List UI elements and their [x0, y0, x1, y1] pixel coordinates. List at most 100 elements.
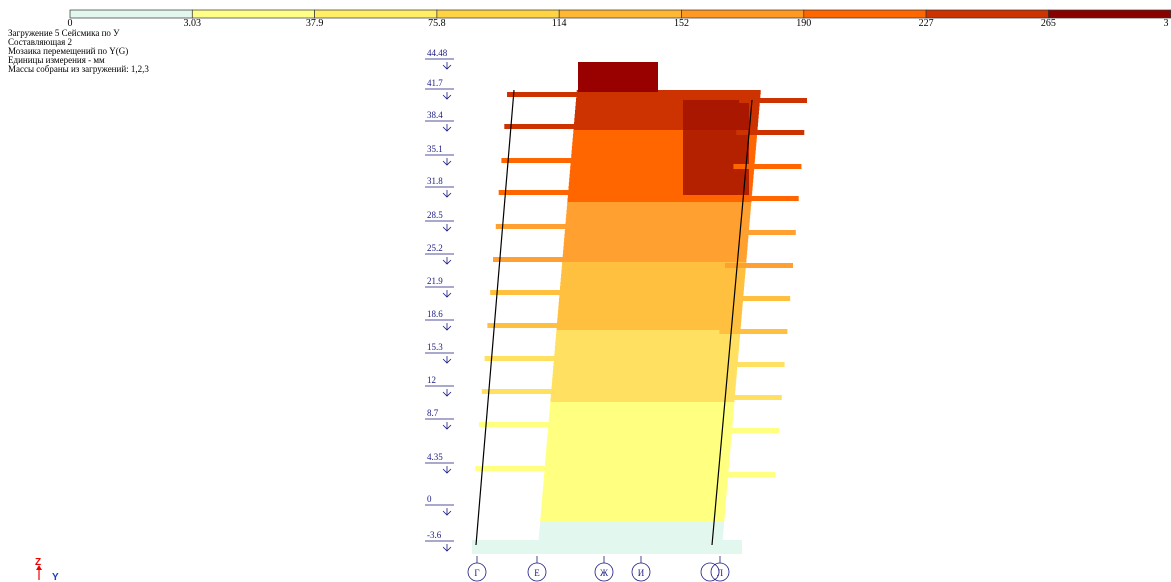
floor-band: [561, 274, 745, 279]
slab-right: [711, 428, 779, 433]
legend-label: 227: [919, 18, 934, 29]
level-mark: [443, 92, 451, 99]
level-label: 12: [427, 375, 436, 385]
floor-band: [566, 214, 750, 219]
floor-band: [549, 410, 733, 415]
slab-left: [487, 323, 567, 328]
legend-label: 3.03: [184, 18, 202, 29]
floor-band: [546, 450, 730, 455]
legend-swatch: [682, 10, 804, 18]
floor-band: [563, 250, 747, 255]
floor-band: [560, 282, 744, 287]
floor-band: [550, 406, 734, 411]
axis-label: Е: [534, 568, 540, 578]
floor-band: [576, 94, 760, 99]
floor-band: [558, 314, 742, 319]
floor-band: [555, 346, 739, 351]
floor-band: [562, 262, 746, 267]
floor-band: [565, 222, 749, 227]
floor-band: [550, 398, 734, 403]
base: [472, 540, 742, 554]
level-label: -3.6: [427, 530, 442, 540]
floor-band: [546, 446, 730, 451]
floor-band: [544, 478, 728, 483]
legend-swatch: [192, 10, 314, 18]
floor-band: [541, 514, 725, 519]
level-mark: [443, 389, 451, 396]
floor-band: [544, 474, 728, 479]
floor-band: [563, 246, 747, 251]
legend-swatch: [559, 10, 681, 18]
level-mark: [443, 544, 451, 551]
level-label: 44.48: [427, 48, 448, 58]
slab-left: [501, 158, 581, 163]
slab-right: [725, 263, 793, 268]
y-label: Y: [52, 572, 59, 582]
slab-right: [719, 329, 787, 334]
core-top: [683, 100, 749, 195]
floor-band: [562, 266, 746, 271]
floor-band: [543, 490, 727, 495]
floor-band: [553, 374, 737, 379]
floor-band: [567, 202, 751, 207]
floor-band: [547, 442, 731, 447]
screen: 03.0337.975.81141521902272653 Загружение…: [0, 0, 1171, 582]
floor-band: [563, 254, 747, 259]
floor-band: [545, 462, 729, 467]
floor-band: [555, 342, 739, 347]
floor-band: [547, 434, 731, 439]
level-mark: [443, 257, 451, 264]
slab-right: [733, 164, 801, 169]
legend-label: 190: [796, 18, 811, 29]
level-mark: [443, 466, 451, 473]
level-label: 25.2: [427, 243, 443, 253]
floor-band: [553, 366, 737, 371]
floor-band: [556, 334, 740, 339]
slab-right: [731, 196, 799, 201]
roof: [578, 62, 658, 92]
floor-band: [557, 322, 741, 327]
floor-band: [545, 458, 729, 463]
floor-band: [549, 414, 733, 419]
slab-left: [490, 290, 570, 295]
slab-left: [499, 190, 579, 195]
floor-band: [554, 358, 738, 363]
floor-band: [547, 438, 731, 443]
slab-right: [736, 130, 804, 135]
floor-band: [567, 198, 751, 203]
level-label: 18.6: [427, 309, 443, 319]
floor-band: [548, 430, 732, 435]
slab-left: [479, 422, 559, 427]
floor-band: [542, 498, 726, 503]
level-label: 0: [427, 494, 432, 504]
floor-band: [541, 510, 725, 515]
floor-band: [542, 502, 726, 507]
floor-band: [554, 354, 738, 359]
slab-right: [707, 472, 775, 477]
floor-band: [543, 482, 727, 487]
floor-band: [551, 390, 735, 395]
floor-band: [560, 286, 744, 291]
legend-swatch: [926, 10, 1048, 18]
floor-band: [562, 258, 746, 263]
level-label: 15.3: [427, 342, 443, 352]
slab-right: [714, 395, 782, 400]
floor-band: [552, 378, 736, 383]
floor-band: [558, 306, 742, 311]
floor-band: [540, 518, 724, 523]
floor-band: [546, 454, 730, 459]
floor-band: [543, 486, 727, 491]
z-label: Z: [35, 557, 41, 568]
level-label: 31.8: [427, 176, 443, 186]
floor-band: [548, 426, 732, 431]
slab-left: [475, 466, 555, 471]
floor-band: [550, 402, 734, 407]
slab-left: [504, 124, 584, 129]
floor-band: [556, 338, 740, 343]
floor-band: [541, 506, 725, 511]
floor-band: [558, 310, 742, 315]
floor-band: [552, 386, 736, 391]
level-label: 21.9: [427, 276, 443, 286]
